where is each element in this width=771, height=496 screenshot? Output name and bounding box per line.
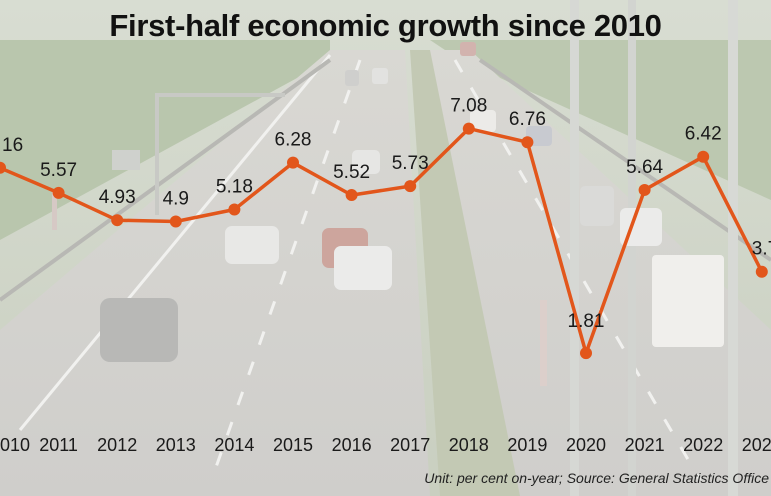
x-tick-label-2019: 2019 bbox=[507, 435, 547, 455]
x-tick-label-2014: 2014 bbox=[214, 435, 254, 455]
x-tick-label-2023: 2023 bbox=[742, 435, 771, 455]
data-point-2021 bbox=[638, 183, 651, 196]
value-label-2016: 5.52 bbox=[333, 162, 370, 183]
data-point-2018 bbox=[462, 122, 475, 135]
data-point-2015 bbox=[287, 156, 299, 169]
value-label-2019: 6.76 bbox=[509, 109, 546, 130]
value-label-2014: 5.18 bbox=[216, 177, 253, 198]
x-tick-label-2018: 2018 bbox=[449, 435, 489, 455]
data-point-2011 bbox=[52, 186, 65, 199]
value-label-2013: 4.9 bbox=[163, 188, 189, 209]
value-label-2023: 3.72 bbox=[752, 239, 771, 260]
x-tick-label-2017: 2017 bbox=[390, 435, 430, 455]
value-label-2012: 4.93 bbox=[99, 187, 136, 208]
data-point-2023 bbox=[755, 265, 768, 278]
x-tick-label-2013: 2013 bbox=[156, 435, 196, 455]
value-label-2021: 5.64 bbox=[626, 157, 663, 178]
series-line bbox=[0, 126, 764, 355]
data-point-2019 bbox=[521, 136, 534, 149]
data-point-2010 bbox=[0, 161, 6, 174]
x-tick-label-2010: 010 bbox=[0, 435, 30, 455]
source-note: Unit: per cent on-year; Source: General … bbox=[424, 470, 769, 486]
data-point-2013 bbox=[169, 215, 182, 228]
x-tick-label-2015: 2015 bbox=[273, 435, 313, 455]
value-label-2022: 6.42 bbox=[685, 124, 722, 145]
x-tick-label-2020: 2020 bbox=[566, 435, 606, 455]
data-point-2016 bbox=[345, 189, 358, 202]
x-tick-label-2022: 2022 bbox=[683, 435, 723, 455]
chart-title: First-half economic growth since 2010 bbox=[109, 8, 662, 43]
data-point-2012 bbox=[111, 214, 124, 227]
x-tick-label-2021: 2021 bbox=[625, 435, 665, 455]
data-point-2014 bbox=[228, 203, 241, 216]
value-label-2018: 7.08 bbox=[450, 96, 487, 117]
value-label-2020: 1.81 bbox=[568, 311, 605, 332]
x-tick-label-2016: 2016 bbox=[332, 435, 372, 455]
value-label-2010: 16 bbox=[2, 135, 23, 156]
data-point-2022 bbox=[697, 150, 710, 163]
value-label-2017: 5.73 bbox=[392, 153, 429, 174]
value-label-2015: 6.28 bbox=[275, 130, 312, 151]
data-point-2017 bbox=[404, 180, 417, 193]
x-tick-label-2012: 2012 bbox=[97, 435, 137, 455]
value-label-2011: 5.57 bbox=[40, 160, 77, 181]
x-tick-label-2011: 2011 bbox=[39, 435, 78, 455]
data-point-2020 bbox=[580, 347, 592, 360]
